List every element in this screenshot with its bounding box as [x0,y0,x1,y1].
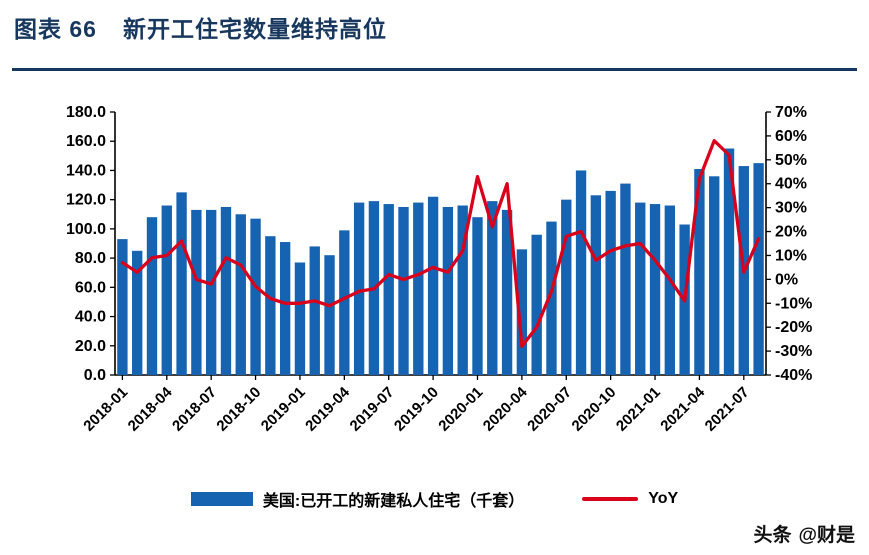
bar [398,206,409,375]
bar [501,209,513,375]
yoy-line [120,139,761,348]
svg-text:2018-10: 2018-10 [213,384,264,435]
svg-text:2020-01: 2020-01 [435,384,486,435]
svg-text:2019-01: 2019-01 [258,384,309,435]
svg-text:0%: 0% [775,271,798,288]
bar [635,202,646,375]
chart-number: 图表 66 [14,16,97,42]
svg-text:2018-01: 2018-01 [80,384,131,435]
svg-text:2019-10: 2019-10 [391,384,442,435]
bar [590,195,602,375]
bar [649,204,661,375]
svg-text:-20%: -20% [775,319,812,336]
svg-text:2021-01: 2021-01 [613,384,664,435]
svg-text:50%: 50% [775,152,807,169]
bar [413,202,424,375]
bar [546,221,557,375]
svg-text:160.0: 160.0 [66,133,106,150]
bar [235,214,246,375]
bar [383,204,394,375]
bar [457,205,468,375]
svg-text:60%: 60% [775,128,807,145]
bar [191,209,202,375]
bar [176,192,187,375]
svg-text:20.0: 20.0 [75,338,106,355]
bar [516,249,528,375]
svg-text:2021-04: 2021-04 [657,383,708,434]
housing-starts-chart: 0.0 20.0 40.0 60.0 80.0 100.0 120.0 140.0 160.0 1… [66,104,812,435]
bar [723,148,735,375]
svg-text:140.0: 140.0 [66,162,106,179]
line-series-swatch [582,497,639,501]
bar [561,199,572,375]
svg-text:0.0: 0.0 [84,367,106,384]
bar [205,209,217,375]
bar [161,205,172,375]
bar [709,176,720,375]
svg-text:10%: 10% [775,247,807,264]
bar [487,201,498,375]
bar [265,236,276,375]
svg-text:180.0: 180.0 [66,104,106,121]
svg-text:2018-07: 2018-07 [169,384,220,435]
svg-text:30%: 30% [775,200,807,217]
bar [605,190,616,375]
svg-text:2020-04: 2020-04 [480,383,531,434]
bar [117,239,128,375]
svg-text:80.0: 80.0 [75,250,106,267]
svg-text:2020-07: 2020-07 [524,384,575,435]
svg-text:2019-04: 2019-04 [302,383,353,434]
bar [694,168,705,375]
bar [442,206,454,375]
bar-series-label: 美国:已开工的新建私人住宅（千套） [262,493,525,510]
bar [353,202,365,375]
bar [427,196,439,375]
bar [339,230,350,375]
bars-series [117,148,764,375]
title-divider [12,68,857,71]
bar [279,242,291,375]
watermark-handle: @财是 [798,525,855,546]
chart-header: 图表 66 新开工住宅数量维持高位 [14,10,387,44]
left-axis: 0.0 20.0 40.0 60.0 80.0 100.0 120.0 140.0 160.0 1… [66,104,115,384]
svg-text:2019-07: 2019-07 [347,384,398,435]
bar [309,246,320,375]
svg-text:20%: 20% [775,224,807,241]
svg-text:-30%: -30% [775,343,812,360]
line-series-label: YoY [648,490,679,507]
bar [294,262,306,375]
bar [753,163,764,375]
bar [250,218,261,375]
toutiao-badge: 头条 [753,525,792,546]
bar [132,250,143,375]
bar-series-swatch [190,492,253,506]
legend-item-bars: 美国:已开工的新建私人住宅（千套） [190,487,525,511]
svg-text:2020-10: 2020-10 [569,384,620,435]
svg-text:60.0: 60.0 [75,279,106,296]
page-title: 新开工住宅数量维持高位 [122,16,387,42]
svg-text:-10%: -10% [775,295,812,312]
svg-text:2021-07: 2021-07 [702,384,753,435]
svg-text:40.0: 40.0 [75,309,106,326]
bar [324,255,335,375]
bar [146,217,158,375]
bar [472,217,483,375]
svg-text:70%: 70% [775,104,807,121]
x-axis: 2018-012018-042018-072018-102019-012019-… [80,375,753,435]
chart-legend: 美国:已开工的新建私人住宅（千套） YoY [0,487,869,511]
legend-item-line: YoY [582,490,678,508]
bar [620,183,631,375]
bar [664,205,676,375]
watermark: 头条 @财是 [753,520,855,547]
bar [531,234,542,375]
svg-text:40%: 40% [775,176,807,193]
svg-text:2018-04: 2018-04 [125,383,176,434]
svg-text:-40%: -40% [775,367,812,384]
bar [575,170,587,375]
bar [220,206,232,375]
svg-text:120.0: 120.0 [66,192,106,209]
right-axis: -40% -30% -20% -10% 0% 10% 20% 30% 40% 50% 60% 70% [766,104,812,384]
svg-text:100.0: 100.0 [66,221,106,238]
